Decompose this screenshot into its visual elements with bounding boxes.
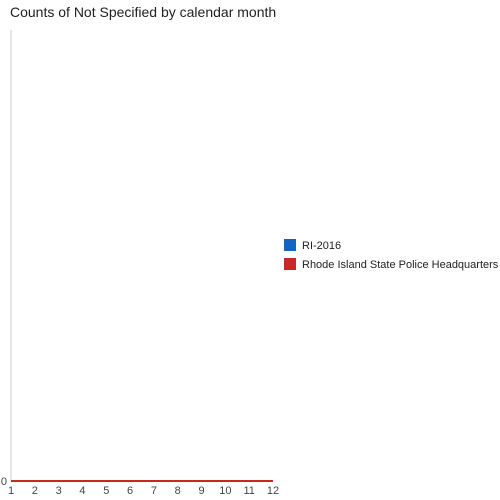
legend-label: Rhode Island State Police Headquarters [302,259,499,271]
x-tick-label: 2 [32,485,38,497]
x-tick-label: 4 [79,485,85,497]
y-tick-label: 0 [1,476,7,488]
x-ticks: 1 2 3 4 5 6 7 8 9 10 11 12 [8,485,279,497]
x-tick-label: 12 [267,485,279,497]
x-tick-label: 6 [127,485,133,497]
x-tick-label: 10 [219,485,231,497]
chart-title: Counts of Not Specified by calendar mont… [10,4,276,20]
legend[interactable]: RI-2016 Rhode Island State Police Headqua… [284,239,499,271]
legend-item[interactable]: Rhode Island State Police Headquarters [284,258,499,271]
x-tick-label: 3 [56,485,62,497]
legend-item[interactable]: RI-2016 [284,239,341,252]
x-tick-label: 11 [243,485,254,497]
x-tick-label: 1 [8,485,14,497]
legend-swatch [284,239,296,251]
axes [10,30,273,482]
x-tick-label: 5 [103,485,109,497]
x-tick-label: 8 [175,485,181,497]
x-tick-label: 9 [198,485,204,497]
x-tick-label: 7 [151,485,157,497]
y-ticks: 0 [1,476,7,488]
legend-swatch [284,258,296,270]
legend-label: RI-2016 [302,240,341,252]
